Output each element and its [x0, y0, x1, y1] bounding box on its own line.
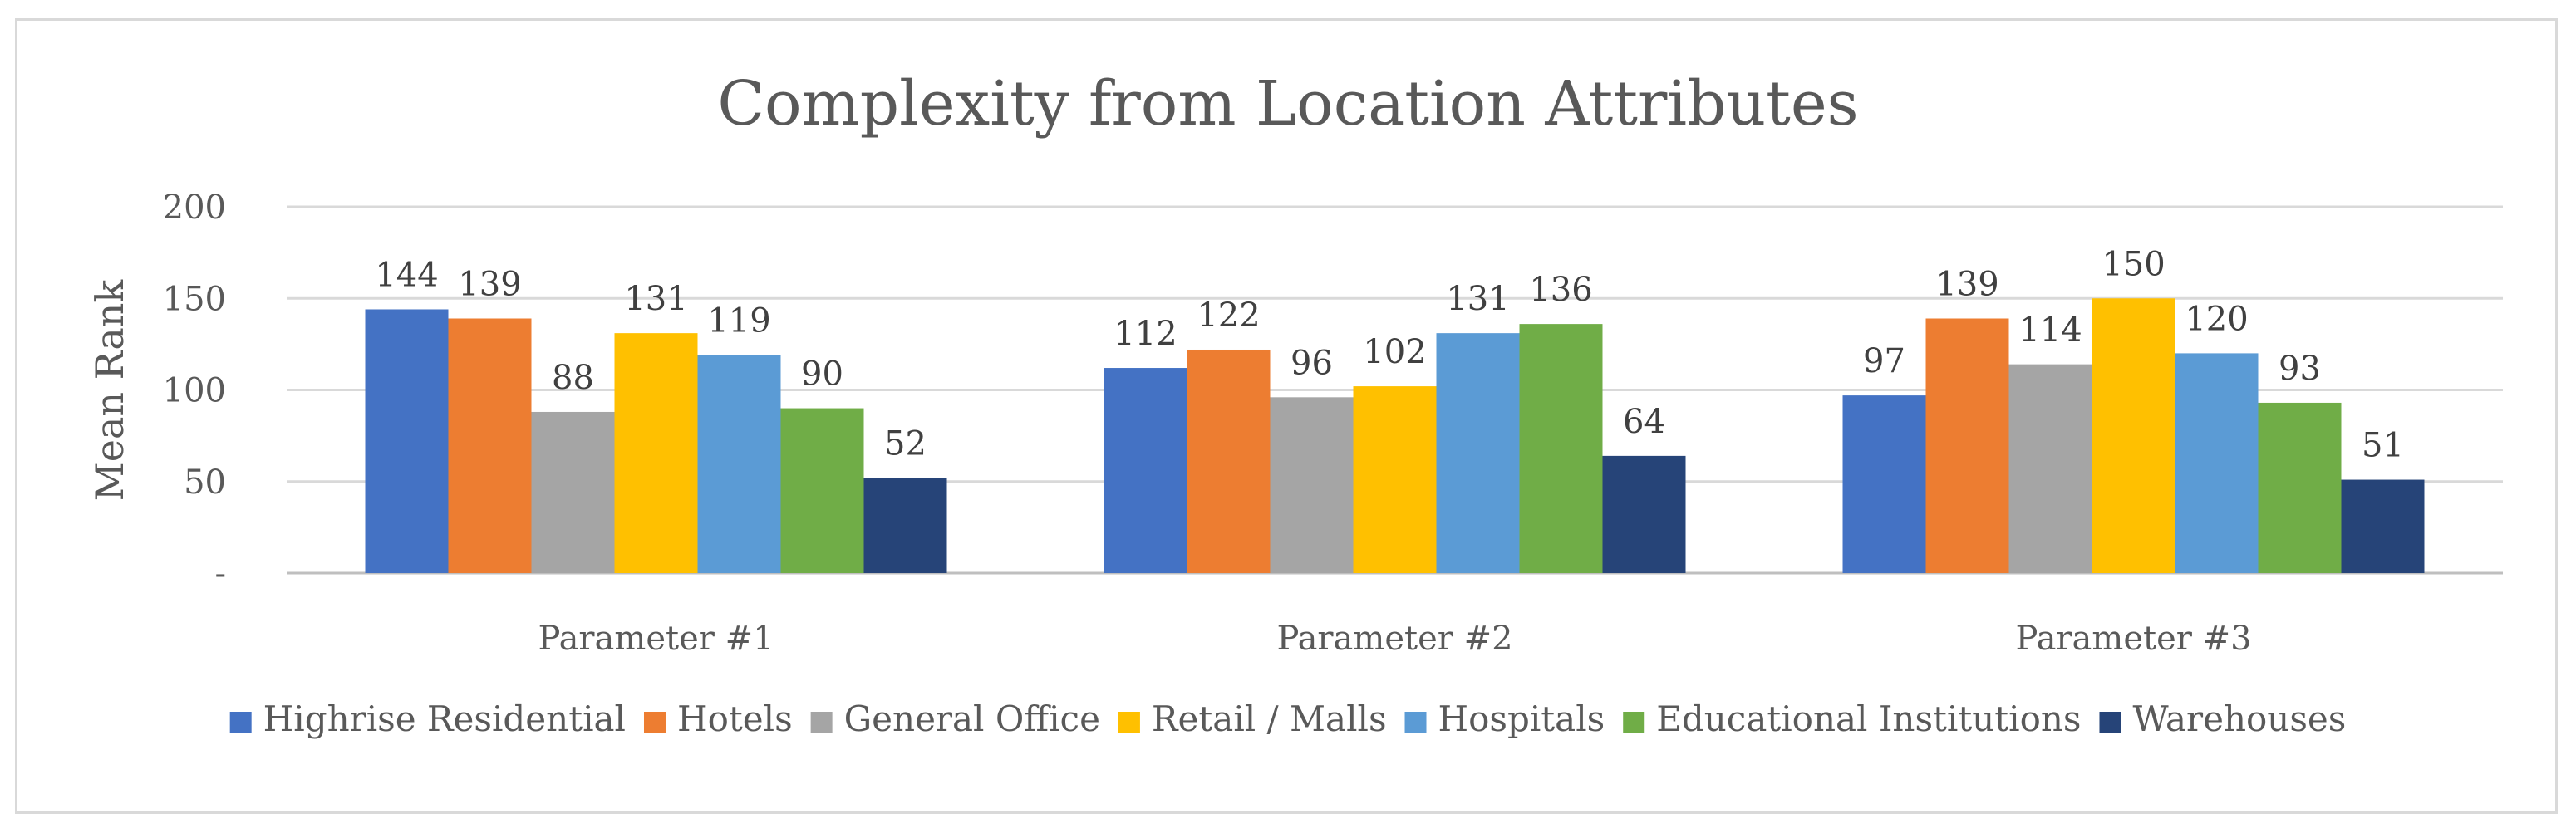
data-label: 131: [1446, 280, 1509, 318]
y-tick-label: 100: [163, 372, 226, 410]
data-label: 139: [1935, 266, 1998, 304]
legend-item: Hotels: [643, 698, 793, 739]
data-label: 144: [375, 256, 438, 294]
legend-label: Highrise Residential: [263, 698, 626, 739]
bars: [365, 298, 2425, 573]
legend-item: Highrise Residential: [229, 698, 626, 739]
data-label: 119: [707, 302, 770, 341]
legend-label: Hotels: [677, 698, 793, 739]
bar: [2341, 479, 2425, 573]
legend-label: Warehouses: [2132, 698, 2346, 739]
legend: Highrise Residential Hotels General Office…: [229, 698, 2346, 739]
legend-swatch: [229, 712, 252, 733]
bar: [1602, 455, 1686, 573]
bar: [2258, 402, 2342, 573]
bar: [1436, 333, 1520, 573]
legend-item: Educational Institutions: [1623, 698, 2081, 739]
bar: [531, 411, 615, 573]
bar: [1519, 324, 1603, 573]
x-tick-label: Parameter #2: [1276, 620, 1512, 658]
data-label: 90: [801, 355, 843, 394]
legend-label: Retail / Malls: [1152, 698, 1387, 739]
legend-item: Warehouses: [2099, 698, 2346, 739]
legend-swatch: [2099, 712, 2121, 733]
data-label: 52: [884, 424, 927, 463]
data-label: 150: [2102, 245, 2165, 283]
bar: [365, 309, 449, 573]
bar: [1104, 368, 1187, 573]
chart-title: Complexity from Location Attributes: [717, 68, 1858, 140]
bar: [614, 333, 698, 573]
y-tick-label: -: [214, 555, 226, 593]
data-label: 96: [1290, 344, 1333, 382]
bar: [863, 478, 947, 573]
y-tick-label: 50: [184, 463, 226, 502]
bar: [697, 355, 781, 573]
data-label: 112: [1113, 315, 1177, 353]
bar: [2092, 298, 2175, 573]
legend-swatch: [643, 712, 666, 733]
bar: [780, 408, 864, 573]
data-labels: 144 139 88 131 119 90 52 112 122 96 102 131 136 64 97 1…: [375, 245, 2404, 464]
legend-swatch: [1118, 712, 1140, 733]
y-tick-label: 150: [163, 280, 226, 318]
x-tick-label: Parameter #1: [538, 620, 774, 658]
legend-label: Hospitals: [1438, 698, 1605, 739]
data-label: 102: [1363, 333, 1426, 371]
legend-swatch: [1404, 712, 1427, 733]
bar: [1925, 318, 2009, 573]
data-label: 88: [552, 359, 594, 397]
bar: [448, 318, 532, 573]
data-label: 93: [2279, 350, 2321, 388]
bar: [2008, 364, 2092, 573]
bar: [1353, 386, 1437, 573]
data-label: 131: [624, 280, 687, 318]
x-axis-ticks: Parameter #1 Parameter #2 Parameter #3: [538, 620, 2251, 658]
data-label: 139: [458, 266, 521, 304]
x-tick-label: Parameter #3: [2015, 620, 2251, 658]
bar: [1270, 397, 1354, 573]
legend-label: Educational Institutions: [1656, 698, 2081, 739]
legend-item: General Office: [810, 698, 1100, 739]
data-label: 97: [1863, 342, 1905, 380]
legend-item: Hospitals: [1404, 698, 1605, 739]
data-label: 51: [2362, 427, 2404, 465]
y-tick-label: 200: [163, 189, 226, 227]
data-label: 64: [1623, 403, 1665, 441]
data-label: 120: [2185, 300, 2248, 338]
data-label: 114: [2018, 311, 2082, 350]
bar: [2175, 353, 2259, 573]
bar: [1187, 349, 1271, 573]
legend-swatch: [1623, 712, 1645, 733]
legend-swatch: [810, 712, 833, 733]
bar: [1842, 395, 1926, 573]
y-axis-label: Mean Rank: [87, 279, 132, 502]
data-label: 136: [1529, 271, 1592, 309]
legend-label: General Office: [844, 698, 1100, 739]
legend-item: Retail / Malls: [1118, 698, 1387, 739]
data-label: 122: [1197, 296, 1260, 335]
